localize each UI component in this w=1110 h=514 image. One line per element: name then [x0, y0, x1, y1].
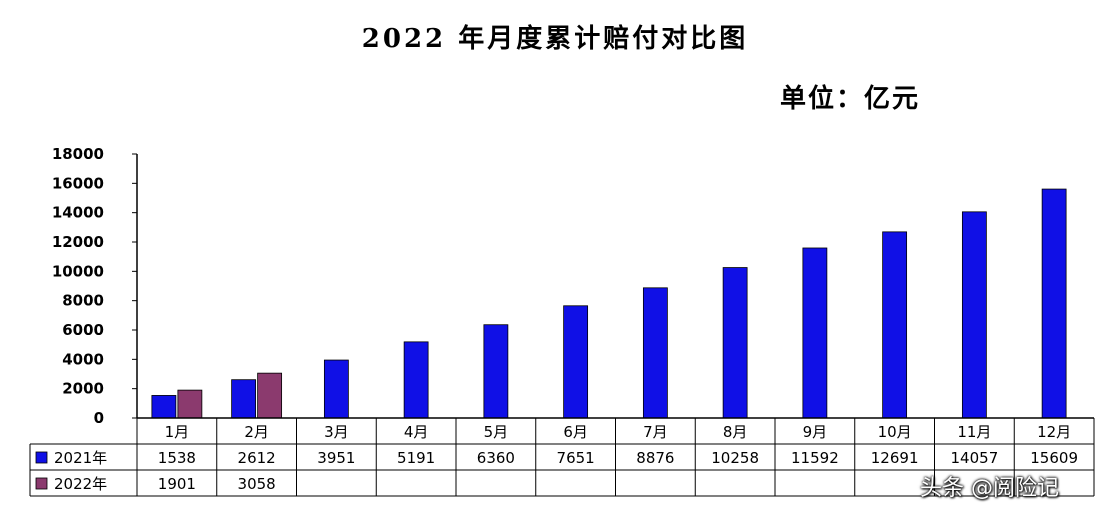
- data-label: 3058: [238, 475, 276, 493]
- data-label: 3951: [317, 449, 355, 467]
- y-tick-label: 12000: [52, 233, 104, 251]
- bar-2021-9: [802, 247, 828, 419]
- bar-2021-11: [961, 211, 987, 419]
- x-tick-label: 2月: [244, 423, 269, 441]
- data-label: 8876: [636, 449, 674, 467]
- data-label: 10258: [711, 449, 759, 467]
- legend-label: 2022年: [54, 475, 107, 493]
- bar-2022-2: [257, 372, 283, 419]
- bar-2021-6: [563, 305, 589, 419]
- x-tick-label: 1月: [165, 423, 190, 441]
- x-tick-label: 8月: [723, 423, 748, 441]
- x-tick-label: 3月: [324, 423, 349, 441]
- legend-label: 2021年: [54, 449, 107, 467]
- data-label: 5191: [397, 449, 435, 467]
- bar-2021-2: [231, 379, 257, 419]
- bar-2021-7: [642, 287, 668, 419]
- chart-title: 2022 年月度累计赔付对比图: [361, 24, 749, 54]
- x-tick-label: 12月: [1037, 423, 1071, 441]
- data-label: 12691: [871, 449, 919, 467]
- bar-2021-1: [151, 395, 177, 419]
- y-tick-label: 16000: [52, 174, 104, 192]
- y-tick-label: 4000: [62, 350, 104, 368]
- data-label: 2612: [238, 449, 276, 467]
- bar-2021-12: [1041, 188, 1067, 419]
- legend-swatch-2021: [35, 451, 48, 464]
- data-label: 11592: [791, 449, 839, 467]
- data-label: 1538: [158, 449, 196, 467]
- legend-swatch-2022: [35, 477, 48, 490]
- x-tick-label: 9月: [803, 423, 828, 441]
- data-label: 1901: [158, 475, 196, 493]
- bar-2022-1: [177, 389, 203, 419]
- bar-2021-3: [323, 359, 349, 419]
- watermark: 头条 @阅险记: [920, 476, 1059, 501]
- x-tick-label: 6月: [563, 423, 588, 441]
- y-tick-label: 2000: [62, 380, 104, 398]
- unit-label: 单位：亿元: [780, 84, 921, 114]
- y-tick-label: 14000: [52, 204, 104, 222]
- bar-2021-5: [483, 324, 509, 419]
- y-tick-label: 6000: [62, 321, 104, 339]
- bar-2021-10: [882, 231, 908, 419]
- data-label: 7651: [557, 449, 595, 467]
- x-tick-label: 10月: [878, 423, 912, 441]
- y-tick-label: 10000: [52, 262, 104, 280]
- y-tick-label: 8000: [62, 292, 104, 310]
- data-label: 14057: [951, 449, 999, 467]
- bar-2021-4: [403, 341, 429, 419]
- x-tick-label: 7月: [643, 423, 668, 441]
- y-tick-label: 0: [94, 409, 104, 427]
- x-tick-label: 4月: [404, 423, 429, 441]
- data-label: 6360: [477, 449, 515, 467]
- bar-2021-8: [722, 267, 748, 419]
- y-tick-label: 18000: [52, 145, 104, 163]
- x-tick-label: 11月: [957, 423, 991, 441]
- data-label: 15609: [1030, 449, 1078, 467]
- x-tick-label: 5月: [484, 423, 509, 441]
